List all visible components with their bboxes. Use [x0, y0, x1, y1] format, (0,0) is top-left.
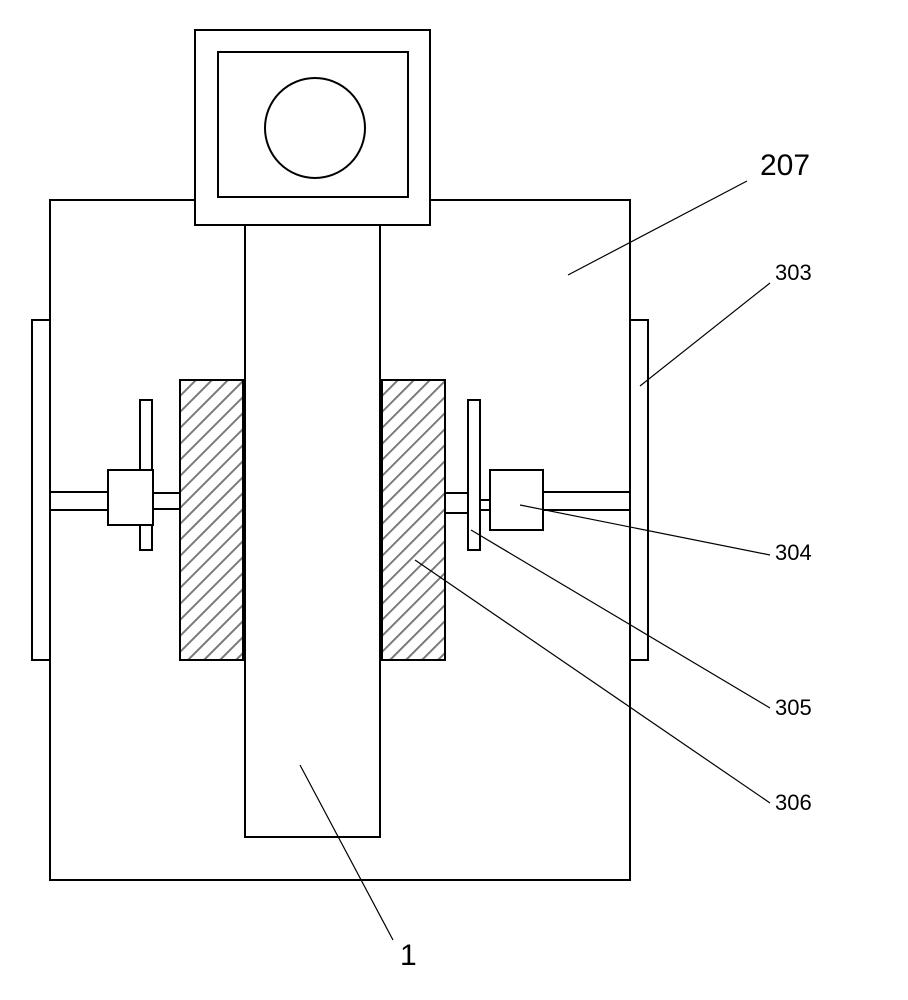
svg-text:207: 207	[760, 149, 810, 182]
svg-text:306: 306	[775, 790, 812, 815]
svg-text:305: 305	[775, 695, 812, 720]
svg-text:303: 303	[775, 260, 812, 285]
svg-text:304: 304	[775, 540, 812, 565]
center-column	[245, 225, 380, 837]
svg-text:1: 1	[400, 939, 417, 972]
label-303: 303	[640, 260, 812, 386]
